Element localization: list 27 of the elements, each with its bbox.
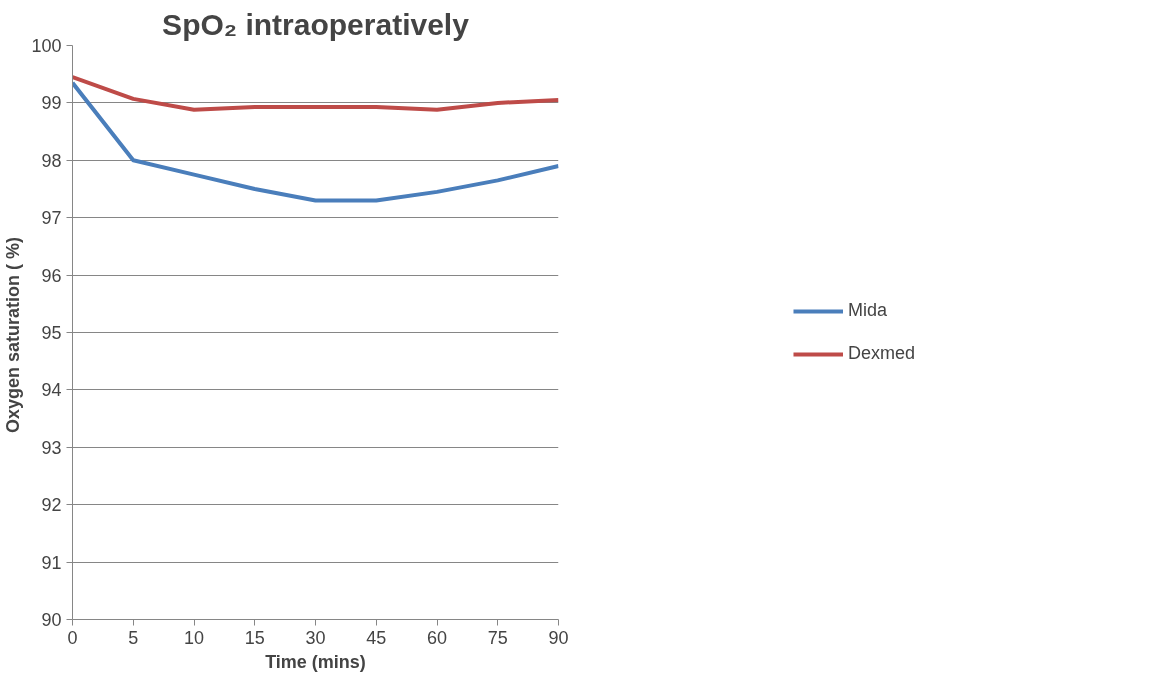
y-tick-label: 90 bbox=[41, 610, 62, 630]
legend-label: Mida bbox=[847, 300, 887, 321]
y-tick-label: 92 bbox=[41, 495, 62, 516]
x-axis-title: Time (mins) bbox=[265, 651, 366, 672]
line-series bbox=[72, 75, 559, 112]
x-tick-label: 75 bbox=[487, 627, 508, 648]
y-tick-label: 99 bbox=[41, 93, 62, 114]
chart-title: SpO₂ intraoperatively bbox=[162, 7, 470, 41]
x-tick-label: 30 bbox=[305, 627, 326, 648]
x-tick-label: 60 bbox=[426, 627, 448, 648]
x-tick-label: 90 bbox=[548, 627, 569, 648]
x-tick-label: 0 bbox=[67, 627, 78, 648]
legend-label: Dexmed bbox=[847, 343, 916, 364]
x-tick-label: 45 bbox=[366, 627, 387, 648]
y-tick-label: 95 bbox=[41, 323, 62, 343]
x-tick-label: 10 bbox=[183, 627, 205, 648]
y-tick-label: 96 bbox=[41, 265, 62, 286]
y-tick-label: 98 bbox=[41, 150, 62, 171]
x-tick-label: 15 bbox=[244, 627, 265, 648]
x-tick-label: 5 bbox=[128, 627, 139, 648]
y-tick-label: 97 bbox=[41, 208, 62, 229]
y-tick-label: 91 bbox=[41, 552, 62, 573]
y-axis-title: Oxygen saturation ( %) bbox=[3, 236, 24, 434]
y-tick-label: 93 bbox=[41, 437, 62, 458]
y-tick-label: 94 bbox=[41, 380, 62, 401]
line-series bbox=[72, 80, 559, 203]
y-tick-label: 100 bbox=[31, 36, 62, 56]
